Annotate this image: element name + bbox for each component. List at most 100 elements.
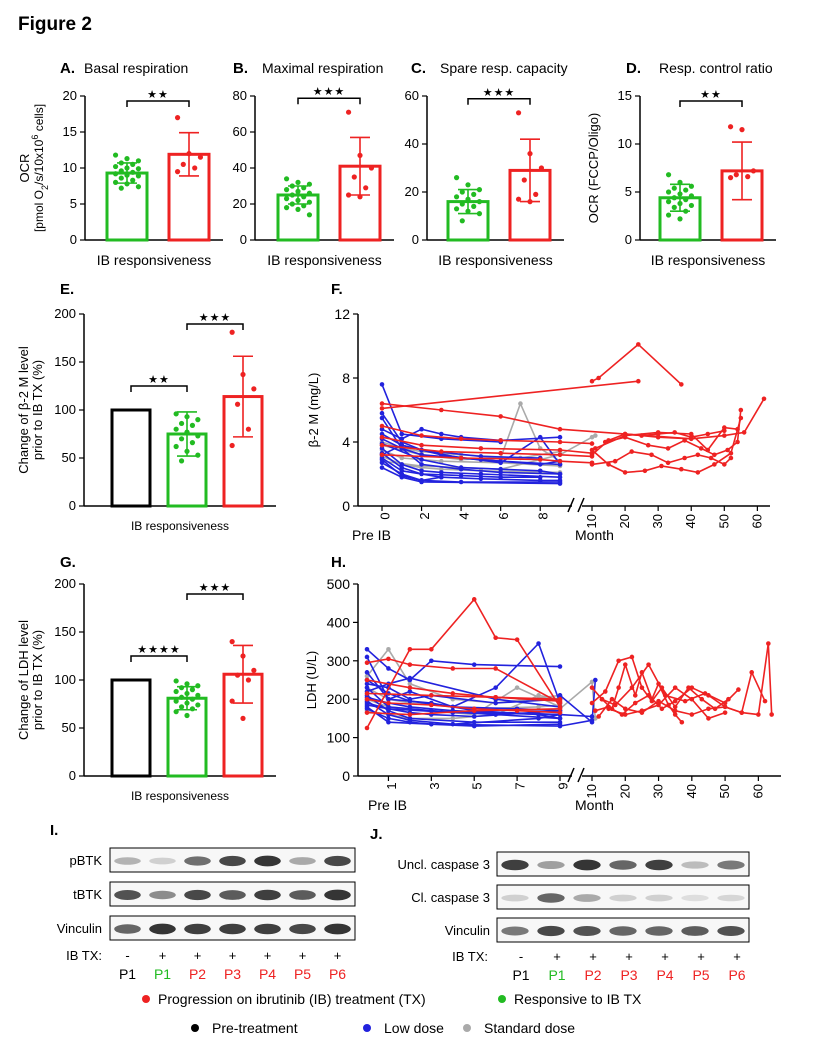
series-point	[379, 401, 385, 406]
y-axis-label: OCR	[17, 154, 32, 183]
x-tick-label: 30	[650, 514, 665, 528]
y-tick-label: 100	[327, 730, 351, 746]
series-point	[705, 431, 711, 437]
series-point	[407, 689, 413, 694]
series-point	[557, 452, 563, 458]
series-point	[493, 666, 498, 671]
legend: Progression on ibrutinib (IB) treatment …	[142, 991, 642, 1036]
series-point	[399, 468, 405, 474]
y-tick-label: 0	[240, 232, 247, 247]
series-point	[471, 597, 477, 602]
data-point	[665, 212, 672, 218]
series-point	[450, 691, 456, 696]
data-point	[124, 165, 130, 171]
series-point	[537, 434, 543, 440]
data-point	[135, 184, 142, 190]
data-point	[251, 386, 257, 392]
data-point	[189, 696, 196, 702]
blot-band	[184, 889, 211, 901]
data-point	[533, 191, 539, 197]
series-point	[386, 716, 391, 721]
significance-label: ★★★★	[137, 644, 180, 656]
data-point	[351, 174, 357, 180]
blot-band	[501, 894, 529, 902]
series-point	[672, 704, 678, 710]
y-tick-label: 20	[233, 196, 247, 211]
data-point	[750, 168, 757, 174]
series-point	[429, 646, 434, 652]
data-point	[527, 151, 533, 157]
axis-break	[567, 497, 575, 513]
series-point	[399, 431, 405, 437]
data-point	[174, 115, 181, 121]
blot-band	[717, 894, 745, 902]
y-tick-label: 40	[405, 136, 419, 151]
series-point	[606, 462, 611, 467]
data-point	[240, 715, 246, 722]
series-point	[439, 407, 444, 413]
series-point	[386, 656, 391, 662]
blot-row-label: Cl. caspase 3	[411, 890, 490, 905]
data-point	[178, 685, 185, 691]
significance-label: ★★	[700, 89, 722, 101]
x-axis-label-right: Month	[575, 527, 614, 543]
treatment-label: IB TX:	[66, 948, 102, 963]
y-tick-label: 300	[327, 653, 351, 669]
blot-band	[324, 855, 351, 867]
series-point	[616, 658, 621, 664]
y-tick-label: 8	[342, 370, 350, 386]
treatment-mark: -	[125, 948, 129, 963]
series-point	[407, 662, 413, 667]
series-point	[439, 458, 444, 464]
y-tick-label: 20	[63, 88, 77, 103]
y-tick-label: 50	[62, 450, 76, 465]
data-point	[665, 189, 672, 195]
data-point	[727, 175, 734, 181]
blot-band	[609, 860, 637, 870]
series-point	[612, 458, 618, 464]
data-point	[251, 667, 257, 674]
series-point	[364, 685, 370, 690]
series-line-blue	[381, 458, 442, 482]
chart-title: Maximal respiration	[262, 60, 383, 76]
series-point	[419, 433, 424, 438]
legend-marker-red	[142, 995, 150, 1003]
series-point	[429, 702, 434, 708]
data-point	[677, 216, 683, 222]
series-point	[769, 712, 774, 717]
data-point	[195, 683, 201, 689]
significance-bracket	[297, 97, 361, 105]
blot-band	[254, 855, 281, 867]
series-point	[536, 716, 541, 721]
y-tick-label: 50	[62, 720, 76, 735]
panel-letter: A.	[60, 60, 75, 77]
series-point	[636, 342, 641, 347]
axis-break	[577, 497, 585, 513]
series-point	[399, 455, 405, 461]
series-point	[557, 447, 563, 453]
data-point	[189, 687, 196, 693]
series-point	[739, 710, 745, 715]
data-point	[124, 156, 130, 162]
data-point	[476, 211, 483, 217]
panel-letter: B.	[233, 60, 248, 77]
x-tick-label: 60	[749, 514, 764, 528]
series-point	[665, 460, 671, 466]
series-point	[399, 473, 405, 478]
significance-bracket	[130, 655, 188, 662]
series-line-red	[605, 409, 742, 456]
treatment-mark: +	[697, 949, 705, 964]
legend-label: Standard dose	[484, 1020, 575, 1036]
series-point	[672, 708, 678, 714]
significance-label: ★★★	[483, 87, 516, 99]
x-tick-label: 2	[417, 512, 432, 519]
treatment-mark: +	[661, 949, 669, 964]
series-point	[364, 710, 370, 715]
series-point	[450, 716, 456, 721]
x-tick-label: 5	[470, 782, 485, 789]
series-point	[536, 641, 541, 646]
series-point	[498, 438, 503, 443]
x-axis-label: IB responsiveness	[97, 252, 211, 268]
series-point	[659, 706, 665, 712]
series-point	[728, 450, 734, 456]
